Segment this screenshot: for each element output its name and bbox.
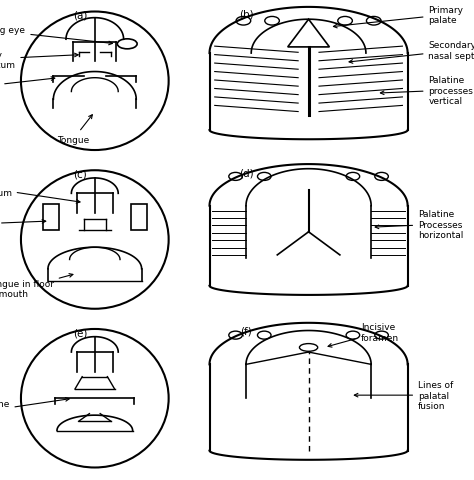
Text: Tongue: Tongue bbox=[57, 116, 92, 144]
Text: Palatine
Processes
horizontal: Palatine Processes horizontal bbox=[375, 210, 464, 240]
Text: (b): (b) bbox=[239, 10, 253, 19]
Text: Secondary
nasal septum: Secondary nasal septum bbox=[0, 178, 80, 204]
Text: (a): (a) bbox=[73, 11, 88, 21]
Text: Developing eye: Developing eye bbox=[0, 26, 112, 46]
Text: (c): (c) bbox=[73, 169, 87, 180]
Text: (e): (e) bbox=[73, 328, 88, 338]
Text: Palatine
Processes
horizontal: Palatine Processes horizontal bbox=[0, 210, 46, 240]
Polygon shape bbox=[288, 20, 329, 48]
Text: Secondary
nasal septum: Secondary nasal septum bbox=[0, 50, 78, 70]
Bar bbox=[131, 204, 147, 231]
Text: Palatine
processes: Palatine processes bbox=[0, 78, 55, 97]
Text: Primary
palate: Primary palate bbox=[333, 6, 464, 29]
Text: Lines of
palatal
fusion: Lines of palatal fusion bbox=[354, 381, 453, 410]
Text: Incisive
foramen: Incisive foramen bbox=[328, 323, 399, 348]
Text: Palatine
processes
vertical: Palatine processes vertical bbox=[380, 76, 474, 106]
Text: Fusion of palatine
processes and
Nasal septum: Fusion of palatine processes and Nasal s… bbox=[0, 398, 69, 429]
Text: Secondary
nasal septum: Secondary nasal septum bbox=[349, 41, 474, 64]
Text: (d): (d) bbox=[239, 168, 253, 178]
Text: Tongue in floor
of mouth: Tongue in floor of mouth bbox=[0, 274, 73, 299]
Text: (f): (f) bbox=[240, 326, 252, 336]
Bar bbox=[43, 204, 59, 231]
